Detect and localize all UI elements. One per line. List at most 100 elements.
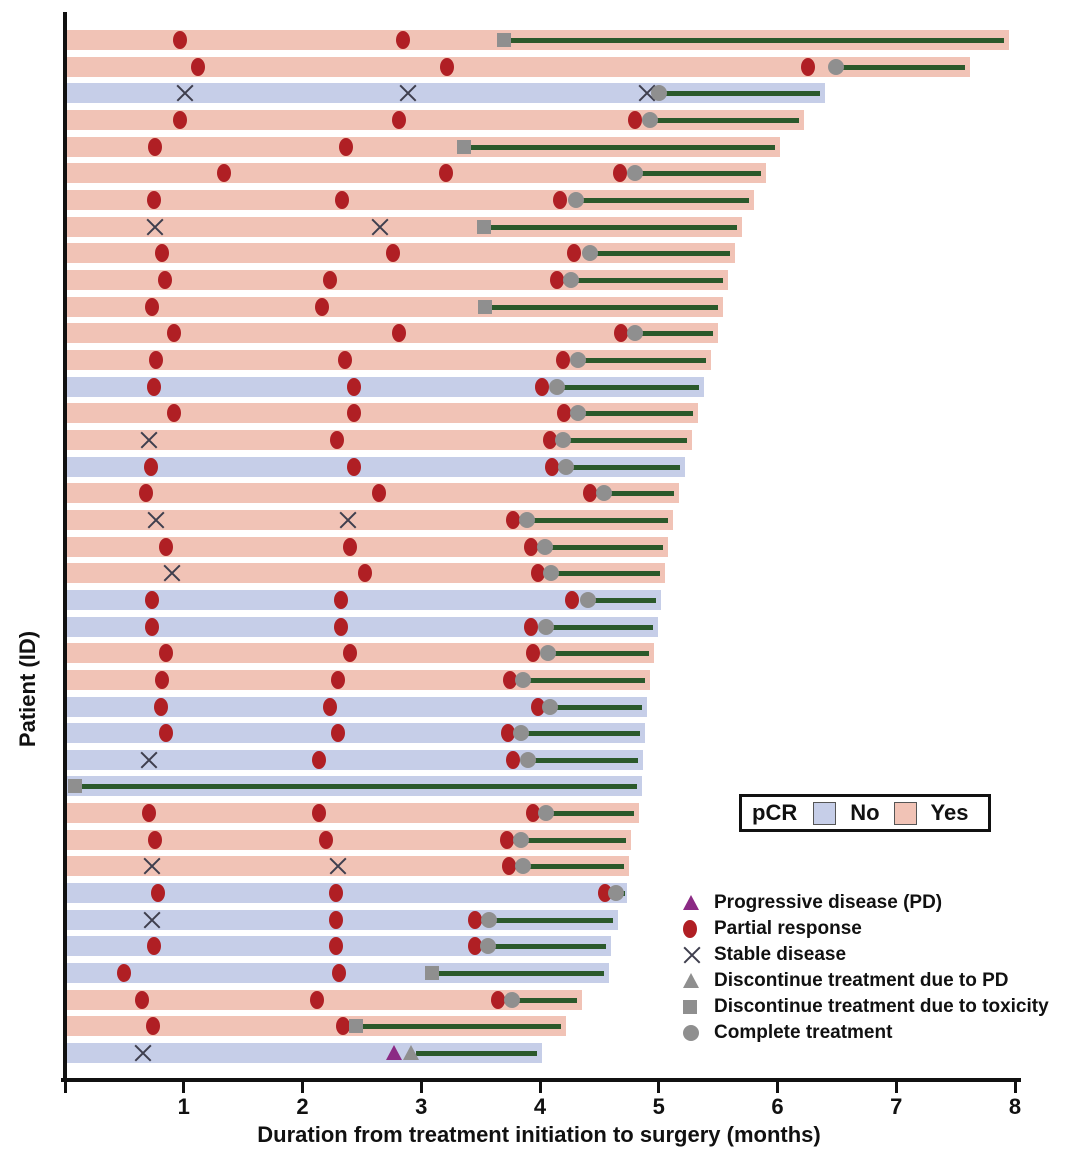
treatment-bar-pcr-yes <box>65 1016 567 1037</box>
treatment-bar-pcr-yes <box>65 163 766 184</box>
post-treatment-line <box>492 944 607 950</box>
partial-response-marker <box>343 644 357 663</box>
post-treatment-line <box>567 437 687 443</box>
partial-response-marker <box>535 377 550 396</box>
post-treatment-line <box>655 117 799 123</box>
partial-response-marker <box>544 457 559 476</box>
patient-row <box>0 829 1080 850</box>
post-treatment-line <box>609 491 674 497</box>
partial-response-marker <box>167 404 182 423</box>
partial-response-marker <box>565 590 580 609</box>
treatment-bar-pcr-no <box>65 589 662 610</box>
x-axis-tick-label: 1 <box>177 1094 190 1119</box>
patient-row <box>0 669 1080 690</box>
stable-disease-marker <box>134 1044 152 1062</box>
discontinue-toxicity-marker <box>478 299 493 314</box>
patient-row <box>0 429 1080 450</box>
marker-legend-item: Discontinue treatment due to PD <box>681 968 1049 994</box>
treatment-bar-pcr-no <box>65 749 644 770</box>
complete-treatment-marker <box>581 245 598 262</box>
partial-response-marker <box>331 724 346 743</box>
marker-legend-label: Discontinue treatment due to toxicity <box>714 996 1049 1017</box>
post-treatment-line <box>571 464 680 470</box>
post-treatment-line <box>79 784 638 790</box>
partial-response-marker <box>148 137 163 156</box>
complete-treatment-marker <box>540 645 557 662</box>
complete-treatment-marker <box>513 725 529 742</box>
partial-response-marker <box>503 670 518 689</box>
patient-row <box>0 936 1080 957</box>
partial-response-marker <box>338 350 353 369</box>
partial-response-marker <box>158 644 173 663</box>
comp-circle-icon <box>681 1023 701 1043</box>
partial-response-marker <box>312 750 327 769</box>
post-treatment-line <box>555 571 660 577</box>
pr-circle <box>683 920 697 938</box>
patient-row <box>0 803 1080 824</box>
patient-row <box>0 483 1080 504</box>
treatment-bar-pcr-yes <box>65 56 970 77</box>
patient-row <box>0 83 1080 104</box>
pcr-no-swatch <box>813 801 837 825</box>
x-axis-tick <box>301 1082 304 1093</box>
patient-row <box>0 376 1080 397</box>
complete-treatment-marker <box>548 378 565 395</box>
partial-response-marker <box>339 137 354 156</box>
stable-disease-marker <box>143 857 161 875</box>
patient-row <box>0 616 1080 637</box>
partial-response-marker <box>523 617 538 636</box>
complete-treatment-marker <box>480 911 497 928</box>
complete-treatment-marker <box>827 58 844 75</box>
treatment-bar-pcr-no <box>65 616 658 637</box>
discontinue-pd-marker <box>402 1045 419 1061</box>
x-axis-tick <box>63 1082 67 1093</box>
post-treatment-line <box>528 677 646 683</box>
complete-treatment-marker <box>562 271 579 288</box>
treatment-bar-pcr-yes <box>65 536 669 557</box>
partial-response-marker <box>150 884 165 903</box>
post-treatment-line <box>580 197 749 203</box>
stable-disease-marker <box>140 431 158 449</box>
post-treatment-line <box>526 837 627 843</box>
partial-response-marker <box>329 430 344 449</box>
partial-response-marker <box>439 164 454 183</box>
complete-treatment-marker <box>515 671 532 688</box>
treatment-bar-pcr-yes <box>65 216 742 237</box>
stable-disease-marker <box>143 911 161 929</box>
treatment-bar-pcr-yes <box>65 349 711 370</box>
tox-square-icon <box>681 997 701 1017</box>
discontinue-toxicity-marker <box>424 966 439 981</box>
pcr-yes-label: Yes <box>930 800 969 825</box>
comp-circle <box>683 1025 699 1041</box>
treatment-bar-pcr-no <box>65 456 685 477</box>
progressive-disease-marker <box>385 1045 402 1061</box>
partial-response-marker <box>358 564 373 583</box>
partial-response-marker <box>135 990 150 1009</box>
complete-treatment-marker <box>554 431 571 448</box>
x-axis-tick-label: 4 <box>533 1094 547 1119</box>
x-axis-spine <box>61 1078 1021 1082</box>
discontinue-toxicity-marker <box>67 779 82 794</box>
post-treatment-line <box>360 1024 562 1030</box>
partial-response-marker <box>467 937 482 956</box>
post-treatment-line <box>554 704 642 710</box>
post-treatment-line <box>561 384 699 390</box>
partial-response-marker <box>167 324 182 343</box>
complete-treatment-marker <box>627 325 643 342</box>
partial-response-marker <box>523 537 538 556</box>
x-axis-tick-label: 2 <box>296 1094 309 1119</box>
partial-response-marker <box>328 910 343 929</box>
partial-response-marker <box>628 110 642 129</box>
post-treatment-line <box>493 917 614 923</box>
discontinue-toxicity-marker <box>497 33 512 47</box>
complete-treatment-marker <box>537 618 554 635</box>
partial-response-marker <box>502 857 517 876</box>
patient-row <box>0 723 1080 744</box>
partial-response-marker <box>391 324 406 343</box>
stable-disease-marker <box>329 857 347 875</box>
stable-disease-marker <box>163 564 181 582</box>
complete-treatment-marker <box>596 485 613 502</box>
complete-treatment-marker <box>627 165 643 182</box>
complete-treatment-marker <box>541 698 558 715</box>
partial-response-marker <box>549 270 564 289</box>
